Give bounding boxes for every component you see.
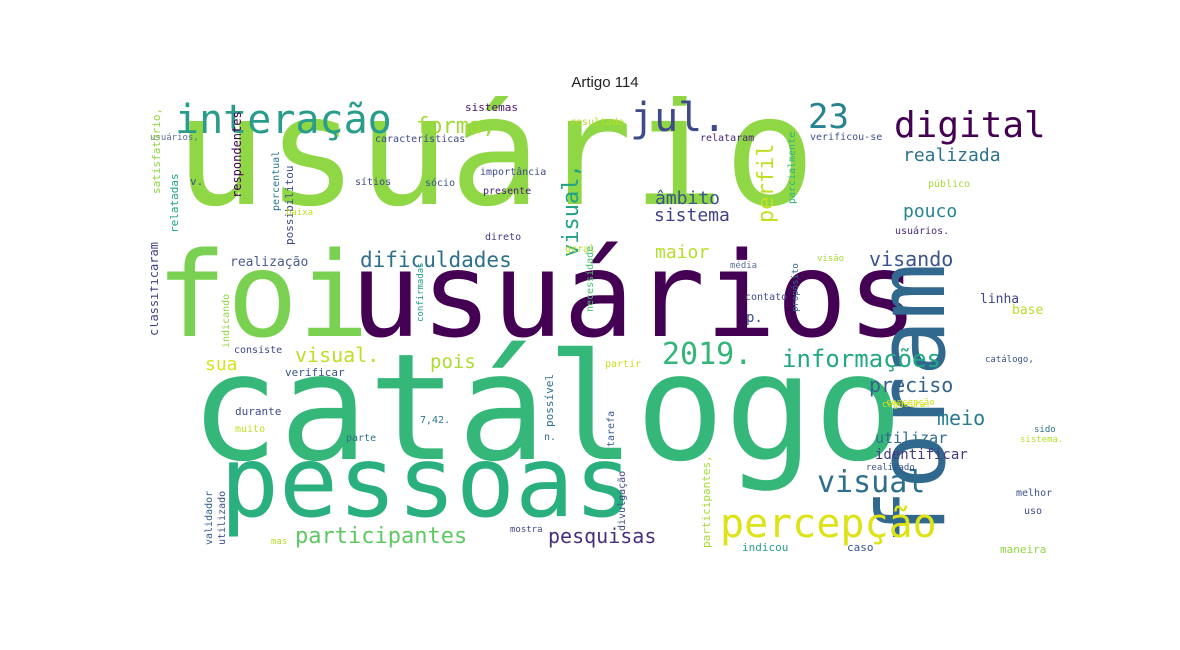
cloud-word: uso [1024, 506, 1043, 517]
cloud-word: percentual [271, 150, 282, 211]
cloud-word: contato [745, 292, 788, 303]
cloud-word: mostra [510, 525, 543, 535]
cloud-word: dificuldades [360, 248, 512, 272]
cloud-word: cegueira. [882, 400, 931, 410]
cloud-word: público [928, 179, 971, 190]
cloud-word: usuários. [895, 226, 950, 237]
cloud-word: visual. [295, 343, 380, 367]
cloud-word: informações [782, 345, 941, 373]
cloud-word: sítios [355, 177, 392, 188]
cloud-word: n. [544, 432, 557, 443]
cloud-word: usuário [175, 96, 816, 240]
cloud-word: caso [847, 541, 874, 554]
cloud-word: digital [894, 105, 1046, 146]
cloud-word: relataram [700, 133, 755, 144]
cloud-word: concepção [886, 398, 935, 408]
cloud-word: utilizado [217, 490, 228, 545]
cloud-word: pois [430, 351, 476, 373]
cloud-word: visando [869, 247, 954, 271]
cloud-word: visão [817, 254, 845, 264]
cloud-word: divulgação [617, 470, 628, 531]
cloud-word: validador [204, 490, 215, 545]
cloud-word: direto [485, 232, 522, 243]
cloud-word: catálogo, [985, 355, 1034, 365]
cloud-word: parte [346, 433, 377, 444]
cloud-word: indicando [221, 293, 232, 348]
chart-title: Artigo 114 [571, 74, 639, 91]
cloud-word: meio [937, 406, 986, 430]
cloud-word: usuários [350, 226, 919, 364]
cloud-word: sua [205, 354, 238, 375]
cloud-word: presente [483, 186, 532, 197]
cloud-word: realizado [866, 463, 915, 473]
cloud-word: respondentes [230, 111, 244, 198]
cloud-word: perfil [754, 143, 779, 223]
cloud-word: catálogo [190, 322, 903, 494]
cloud-word: satisfatório, [150, 107, 163, 194]
cloud-word: âmbito [655, 188, 721, 209]
word-cloud: usuário foi usuários catálogo pessoas foram in… [150, 96, 1070, 566]
cloud-word: relatadas [168, 173, 181, 233]
cloud-word: sistema. [1020, 435, 1064, 445]
cloud-word: possível [543, 374, 556, 427]
cloud-word: sócio [425, 178, 456, 189]
cloud-word: parcialmente [787, 131, 798, 204]
cloud-word: pouco [903, 201, 958, 222]
cloud-word: sistema [654, 205, 730, 226]
cloud-word: 2019. [662, 337, 753, 372]
cloud-word: tarefa [606, 410, 617, 447]
cloud-word: preciso [869, 373, 954, 397]
cloud-word: consiste [234, 345, 283, 356]
cloud-word: participantes, [700, 455, 713, 548]
cloud-word: mas [271, 537, 288, 547]
cloud-word: interação [175, 97, 392, 143]
cloud-word: visual [817, 465, 926, 500]
cloud-word: jul. [630, 96, 727, 141]
cloud-word: p. [746, 310, 763, 326]
cloud-word: maneira [1000, 543, 1047, 556]
cloud-word: maior [655, 242, 710, 263]
cloud-word: base [1012, 303, 1044, 318]
cloud-word: utilizar [875, 429, 948, 447]
cloud-word: sido [1034, 425, 1056, 435]
cloud-word: baixa [286, 208, 314, 218]
cloud-word: características [375, 134, 466, 145]
cloud-word: resultado [570, 117, 625, 128]
cloud-word: classificaram [150, 242, 161, 336]
cloud-word: v. [190, 175, 204, 188]
cloud-word: pesquisas [548, 524, 657, 548]
cloud-word: percepção [720, 501, 937, 547]
cloud-word: média [730, 261, 758, 271]
cloud-word: participantes [295, 524, 468, 549]
cloud-word: 7,42. [420, 415, 451, 426]
cloud-word: verificar [285, 366, 345, 379]
cloud-word: muito [235, 424, 266, 435]
cloud-word: verificou-se [810, 132, 883, 143]
cloud-word: melhor [1016, 488, 1053, 499]
cloud-word: importância [480, 167, 547, 178]
cloud-word: possibilitou [283, 165, 296, 245]
cloud-word: durante [235, 405, 282, 418]
cloud-word: necessidade [585, 245, 596, 312]
cloud-word: indicou [742, 541, 789, 554]
cloud-word: propósito [791, 263, 801, 312]
cloud-word: foi [156, 226, 370, 364]
cloud-word: geral [565, 244, 596, 255]
cloud-word: sistemas [465, 101, 518, 114]
cloud-word: partir [605, 359, 642, 370]
cloud-word: realização [230, 255, 309, 270]
cloud-word: 23 [808, 97, 849, 137]
cloud-word: usuários, [150, 133, 199, 143]
cloud-word: confirmadas [416, 262, 426, 322]
cloud-word: linha [980, 292, 1020, 307]
cloud-word: forma, [416, 114, 496, 139]
cloud-word: identificar [875, 447, 968, 463]
cloud-word: pessoas [220, 426, 634, 540]
cloud-word: realizada [903, 145, 1001, 166]
